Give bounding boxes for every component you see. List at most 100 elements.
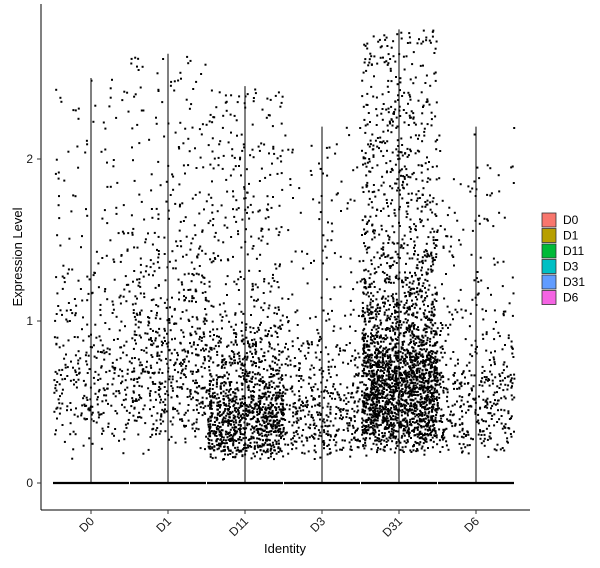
data-point bbox=[420, 122, 423, 125]
data-point bbox=[296, 417, 299, 420]
data-point bbox=[283, 438, 285, 441]
data-point bbox=[408, 330, 411, 333]
data-point bbox=[201, 249, 204, 252]
data-point bbox=[157, 90, 160, 92]
data-point bbox=[435, 101, 438, 104]
data-point bbox=[418, 443, 421, 446]
data-point bbox=[370, 381, 373, 384]
data-point bbox=[191, 373, 194, 375]
data-point bbox=[229, 357, 232, 360]
data-point bbox=[301, 434, 304, 437]
data-point bbox=[379, 136, 382, 139]
data-point bbox=[277, 394, 280, 397]
data-point bbox=[216, 378, 218, 381]
data-point bbox=[213, 430, 216, 433]
data-point bbox=[207, 445, 210, 448]
data-point bbox=[420, 318, 423, 321]
data-point bbox=[223, 404, 226, 407]
data-point bbox=[227, 394, 229, 397]
data-point bbox=[421, 140, 424, 143]
data-point bbox=[367, 335, 369, 338]
data-point bbox=[276, 363, 279, 366]
data-point bbox=[218, 421, 221, 424]
data-point bbox=[314, 351, 317, 354]
data-point bbox=[429, 439, 432, 442]
data-point bbox=[402, 451, 405, 453]
data-point bbox=[376, 417, 379, 420]
data-point bbox=[140, 364, 143, 367]
data-point bbox=[138, 394, 141, 397]
data-point bbox=[273, 446, 276, 449]
data-point bbox=[204, 291, 207, 294]
data-point bbox=[355, 391, 358, 394]
data-point bbox=[53, 336, 56, 339]
data-point bbox=[332, 424, 335, 427]
data-point bbox=[219, 405, 222, 407]
data-point bbox=[379, 263, 382, 266]
data-point bbox=[237, 416, 240, 419]
data-point bbox=[240, 174, 242, 177]
data-point bbox=[253, 338, 256, 341]
data-point bbox=[354, 439, 357, 441]
data-point bbox=[390, 131, 393, 134]
data-point bbox=[387, 408, 390, 410]
data-point bbox=[234, 429, 237, 432]
data-point bbox=[388, 278, 391, 281]
data-point bbox=[121, 380, 124, 383]
data-point bbox=[258, 366, 261, 369]
data-point bbox=[253, 332, 256, 334]
data-point bbox=[188, 395, 191, 398]
data-point bbox=[238, 438, 241, 441]
data-point bbox=[399, 81, 402, 84]
data-point bbox=[87, 407, 90, 410]
data-point bbox=[312, 198, 315, 201]
data-point bbox=[222, 412, 225, 415]
data-point bbox=[373, 397, 376, 400]
data-point bbox=[414, 381, 417, 384]
data-point bbox=[369, 362, 372, 365]
data-point bbox=[370, 387, 372, 390]
data-point bbox=[113, 338, 115, 341]
data-point bbox=[392, 391, 395, 394]
data-point bbox=[180, 77, 182, 80]
data-point bbox=[368, 437, 371, 440]
data-point bbox=[399, 374, 402, 377]
data-point bbox=[412, 347, 415, 350]
data-point bbox=[292, 411, 295, 414]
data-point bbox=[151, 344, 154, 347]
data-point bbox=[362, 307, 365, 309]
data-point bbox=[436, 391, 439, 394]
data-point bbox=[182, 335, 185, 338]
data-point bbox=[387, 234, 390, 237]
data-point bbox=[413, 306, 416, 309]
data-point bbox=[253, 426, 256, 429]
data-point bbox=[383, 449, 386, 452]
data-point bbox=[295, 407, 298, 410]
data-point bbox=[433, 247, 436, 249]
data-point bbox=[408, 435, 411, 438]
data-point bbox=[396, 125, 399, 128]
data-point bbox=[287, 355, 290, 358]
data-point bbox=[400, 436, 403, 439]
data-point bbox=[209, 407, 212, 410]
data-point bbox=[330, 239, 333, 242]
data-point bbox=[103, 352, 106, 355]
data-point bbox=[252, 156, 255, 159]
data-point bbox=[380, 184, 383, 187]
data-point bbox=[263, 422, 266, 424]
data-point bbox=[363, 372, 366, 375]
data-point bbox=[263, 143, 266, 146]
data-point bbox=[262, 292, 265, 294]
data-point bbox=[125, 300, 128, 303]
data-point bbox=[431, 395, 434, 397]
data-point bbox=[221, 360, 224, 363]
data-point bbox=[219, 425, 222, 428]
data-point bbox=[361, 79, 364, 82]
data-point bbox=[394, 375, 397, 378]
data-point bbox=[426, 295, 429, 298]
data-point bbox=[387, 254, 390, 257]
data-point bbox=[236, 449, 239, 452]
data-point bbox=[425, 316, 428, 319]
data-point bbox=[102, 411, 105, 414]
data-point bbox=[270, 398, 273, 401]
